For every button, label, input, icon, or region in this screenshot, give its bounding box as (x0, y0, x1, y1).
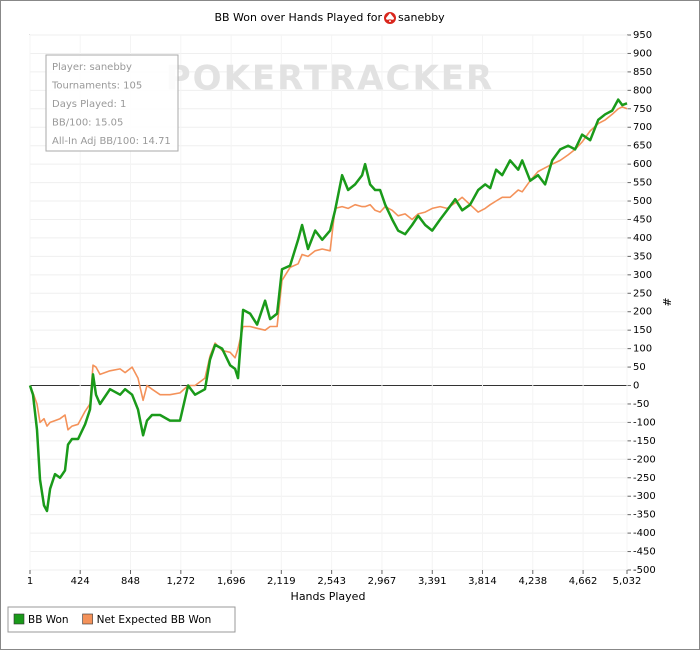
y-tick-label: 550 (633, 178, 652, 189)
y-tick-label: 800 (633, 85, 652, 96)
y-tick-label: -500 (633, 565, 656, 576)
x-tick-label: 1,696 (217, 576, 246, 587)
y-tick-label: 450 (633, 214, 652, 225)
y-tick-label: 100 (633, 344, 652, 355)
y-tick-label: 0 (633, 381, 639, 392)
chart-title: BB Won over Hands Played for (214, 11, 382, 24)
legend-label: Net Expected BB Won (97, 614, 212, 626)
series-line (28, 98, 628, 513)
y-axis-label: # (660, 297, 673, 306)
x-axis-label: Hands Played (291, 590, 366, 603)
y-tick-label: 350 (633, 251, 652, 262)
info-line: All-In Adj BB/100: 14.71 (52, 136, 171, 147)
y-tick-label: -50 (633, 399, 649, 410)
info-line: BB/100: 15.05 (52, 118, 123, 129)
info-lines: Player: sanebby Tournaments: 105 Days Play… (51, 62, 171, 147)
y-tick-label: 150 (633, 325, 652, 336)
x-tick-label: 2,119 (267, 576, 296, 587)
chart-title-player: sanebby (398, 11, 445, 24)
y-tick-label: -350 (633, 510, 656, 521)
y-tick-label: 850 (633, 67, 652, 78)
site-icon (384, 12, 396, 24)
watermark: POKERTRACKER (166, 59, 494, 99)
y-tick-label: 700 (633, 122, 652, 133)
x-tick-label: 2,543 (317, 576, 346, 587)
y-tick-label: 600 (633, 159, 652, 170)
y-tick-label: -100 (633, 417, 656, 428)
plot-marks (28, 98, 628, 513)
x-tick-label: 424 (71, 576, 90, 587)
x-tick-label: 4,238 (518, 576, 547, 587)
x-tick-label: 4,662 (569, 576, 598, 587)
x-tick-label: 1 (27, 576, 33, 587)
legend-swatch (82, 613, 93, 625)
info-line: Tournaments: 105 (51, 81, 142, 92)
y-tick-label: 750 (633, 104, 652, 115)
series-line (29, 106, 628, 431)
y-tick-label: -250 (633, 473, 656, 484)
y-tick-label: -300 (633, 491, 656, 502)
y-tick-label: 500 (633, 196, 652, 207)
legend-items: BB Won Net Expected BB Won (13, 613, 212, 626)
legend-swatch (13, 613, 25, 625)
x-tick-label: 3,391 (418, 576, 447, 587)
y-tick-label: 300 (633, 270, 652, 281)
y-tick-label: -150 (633, 436, 656, 447)
x-tick-label: 1,272 (167, 576, 196, 587)
info-box (45, 54, 179, 152)
info-line: Days Played: 1 (52, 99, 126, 110)
info-line: Player: sanebby (52, 62, 132, 73)
y-tick-label: 950 (633, 30, 652, 41)
legend (7, 606, 236, 633)
x-tick-label: 2,967 (368, 576, 397, 587)
y-tick-label: 200 (633, 307, 652, 318)
x-tick-label: 848 (121, 576, 140, 587)
legend-label: BB Won (28, 614, 69, 626)
y-tick-label: -400 (633, 528, 656, 539)
y-tick-label: -450 (633, 547, 656, 558)
y-tick-label: 50 (633, 362, 646, 373)
y-tick-label: 400 (633, 233, 652, 244)
y-tick-label: 650 (633, 141, 652, 152)
y-tick-label: 250 (633, 288, 652, 299)
y-tick-label: -200 (633, 454, 656, 465)
x-tick-label: 5,032 (613, 576, 642, 587)
x-tick-label: 3,814 (468, 576, 497, 587)
y-tick-label: 900 (633, 48, 652, 59)
